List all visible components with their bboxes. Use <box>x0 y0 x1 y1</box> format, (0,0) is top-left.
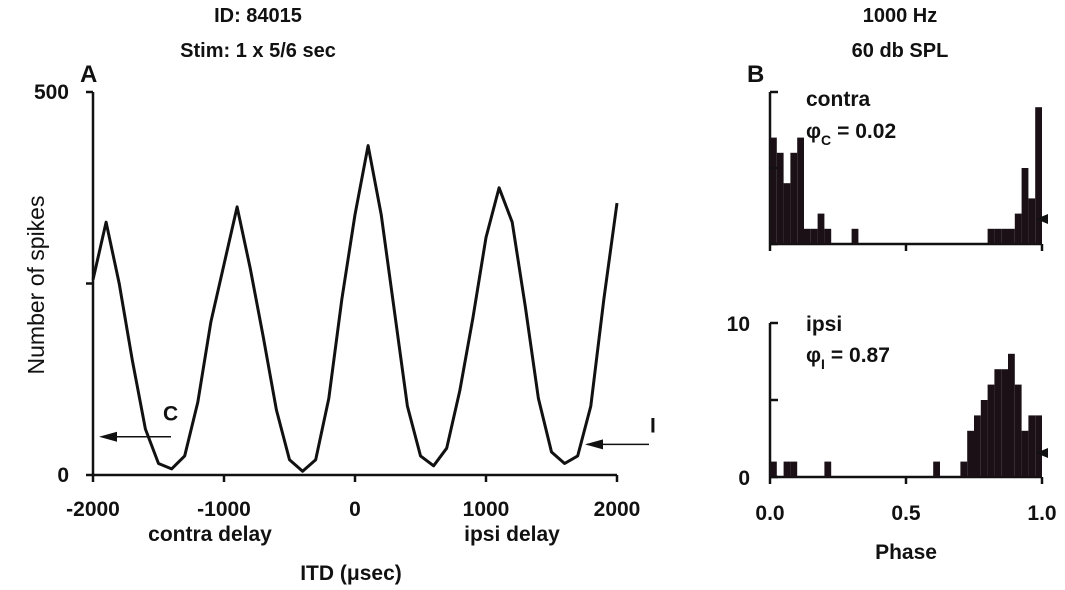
panel-a-contra-delay-label: contra delay <box>148 523 272 546</box>
panel-a-y-tick-label: 500 <box>34 81 69 104</box>
ipsi-histogram-bar <box>1035 415 1042 477</box>
contra-phase-subscript: C <box>821 132 831 148</box>
ipsi-histogram-bar <box>1001 369 1008 477</box>
panel-a-y-axis-label: Number of spikes <box>23 196 49 375</box>
ipsi-level-arrowhead <box>585 439 603 450</box>
contra-histogram-bar <box>1028 198 1036 244</box>
contra-level-label: C <box>163 403 178 426</box>
panel-a: -2000 -1000 0 1000 2000 0 500 C I Number of spi… <box>23 81 656 585</box>
panel-a-letter: A <box>80 61 97 88</box>
contra-histogram-bar <box>783 183 791 244</box>
contra-histogram-bar <box>797 137 804 244</box>
panel-a-x-tick-label: -2000 <box>66 498 120 521</box>
panel-a-ipsi-delay-label: ipsi delay <box>464 523 560 546</box>
ipsi-histogram-bar <box>980 400 988 477</box>
ipsi-histogram-bar <box>1021 430 1029 477</box>
ipsi-histogram-bar <box>824 461 832 477</box>
ipsi-phase-value: = 0.87 <box>831 344 890 367</box>
ipsi-histogram-bar <box>783 461 791 477</box>
panel-a-x-axis-label: ITD (μsec) <box>300 562 402 585</box>
ipsi-level-label: I <box>650 414 656 437</box>
contra-histogram-bar <box>810 228 818 244</box>
ipsi-histogram-bar <box>770 461 777 477</box>
ipsi-y-tick-label: 0 <box>738 467 750 490</box>
contra-histogram-bar <box>1008 228 1015 244</box>
ipsi-x-axis-label: Phase <box>875 541 937 564</box>
ipsi-label: ipsi <box>806 313 842 336</box>
header-level: 60 db SPL <box>852 40 949 62</box>
ipsi-histogram-bar <box>1008 353 1015 477</box>
ipsi-x-tick-label: 1.0 <box>1027 502 1056 525</box>
contra-histogram-bar <box>1014 213 1022 244</box>
panel-b-ipsi: 0.0 0.5 1.0 0 10 ipsi φI = 0.87 Phase <box>727 313 1057 564</box>
contra-phase-symbol: φ <box>806 120 821 143</box>
contra-histogram-bar <box>790 152 798 244</box>
contra-histogram-bar <box>1021 168 1029 244</box>
ipsi-histogram-bar <box>994 369 1002 477</box>
panel-a-y-tick-label: 0 <box>57 464 69 487</box>
contra-histogram-bar <box>824 228 832 244</box>
ipsi-histogram-bar <box>974 415 981 477</box>
panel-a-x-tick-label: 2000 <box>594 498 641 521</box>
contra-histogram-bar <box>1001 228 1008 244</box>
ipsi-x-tick-label: 0.0 <box>755 502 784 525</box>
ipsi-phase: φI = 0.87 <box>806 344 890 372</box>
ipsi-histogram-bar <box>987 384 995 477</box>
panel-a-x-tick-label: -1000 <box>197 498 251 521</box>
header-frequency: 1000 Hz <box>863 5 938 27</box>
contra-histogram-bar <box>994 228 1002 244</box>
contra-label: contra <box>806 88 871 111</box>
ipsi-histogram-bar <box>960 461 968 477</box>
panel-b-letter: B <box>747 61 764 88</box>
contra-phase: φC = 0.02 <box>806 120 896 148</box>
contra-histogram-bar <box>776 152 784 244</box>
ipsi-phase-symbol: φ <box>806 344 821 367</box>
contra-histogram-bar <box>1035 107 1042 244</box>
ipsi-histogram-bar <box>933 461 940 477</box>
contra-level-arrowhead <box>99 431 117 442</box>
ipsi-histogram-bar <box>1028 415 1036 477</box>
panel-a-series-line <box>91 144 619 473</box>
ipsi-x-tick-label: 0.5 <box>891 502 921 525</box>
panel-a-x-tick-label: 1000 <box>463 498 510 521</box>
ipsi-histogram-bar <box>790 461 798 477</box>
contra-histogram-bar <box>804 228 811 244</box>
contra-histogram-bar <box>987 228 995 244</box>
contra-histogram-bar <box>770 137 777 244</box>
panel-a-x-tick-label: 0 <box>349 498 361 521</box>
ipsi-phase-subscript: I <box>821 356 825 372</box>
header-stim: Stim: 1 x 5/6 sec <box>180 40 336 62</box>
ipsi-y-tick-label: 10 <box>727 313 750 336</box>
panel-b-contra: contra φC = 0.02 <box>768 88 1048 251</box>
ipsi-histogram-bar <box>1014 384 1022 477</box>
contra-mean-phase-marker <box>1036 214 1048 224</box>
contra-phase-value: = 0.02 <box>837 120 896 143</box>
contra-histogram-bar <box>851 228 859 244</box>
contra-histogram-bar <box>817 213 825 244</box>
ipsi-mean-phase-marker <box>1036 448 1048 458</box>
header-id: ID: 84015 <box>214 5 302 27</box>
ipsi-histogram-bar <box>967 430 974 477</box>
